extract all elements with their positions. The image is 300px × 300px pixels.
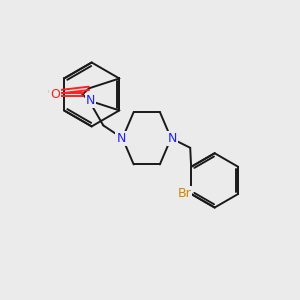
Text: O: O — [50, 88, 60, 101]
Text: N: N — [168, 132, 177, 145]
Text: N: N — [116, 132, 126, 145]
Text: O: O — [48, 86, 58, 99]
Text: N: N — [86, 94, 95, 107]
Text: Br: Br — [177, 188, 191, 200]
